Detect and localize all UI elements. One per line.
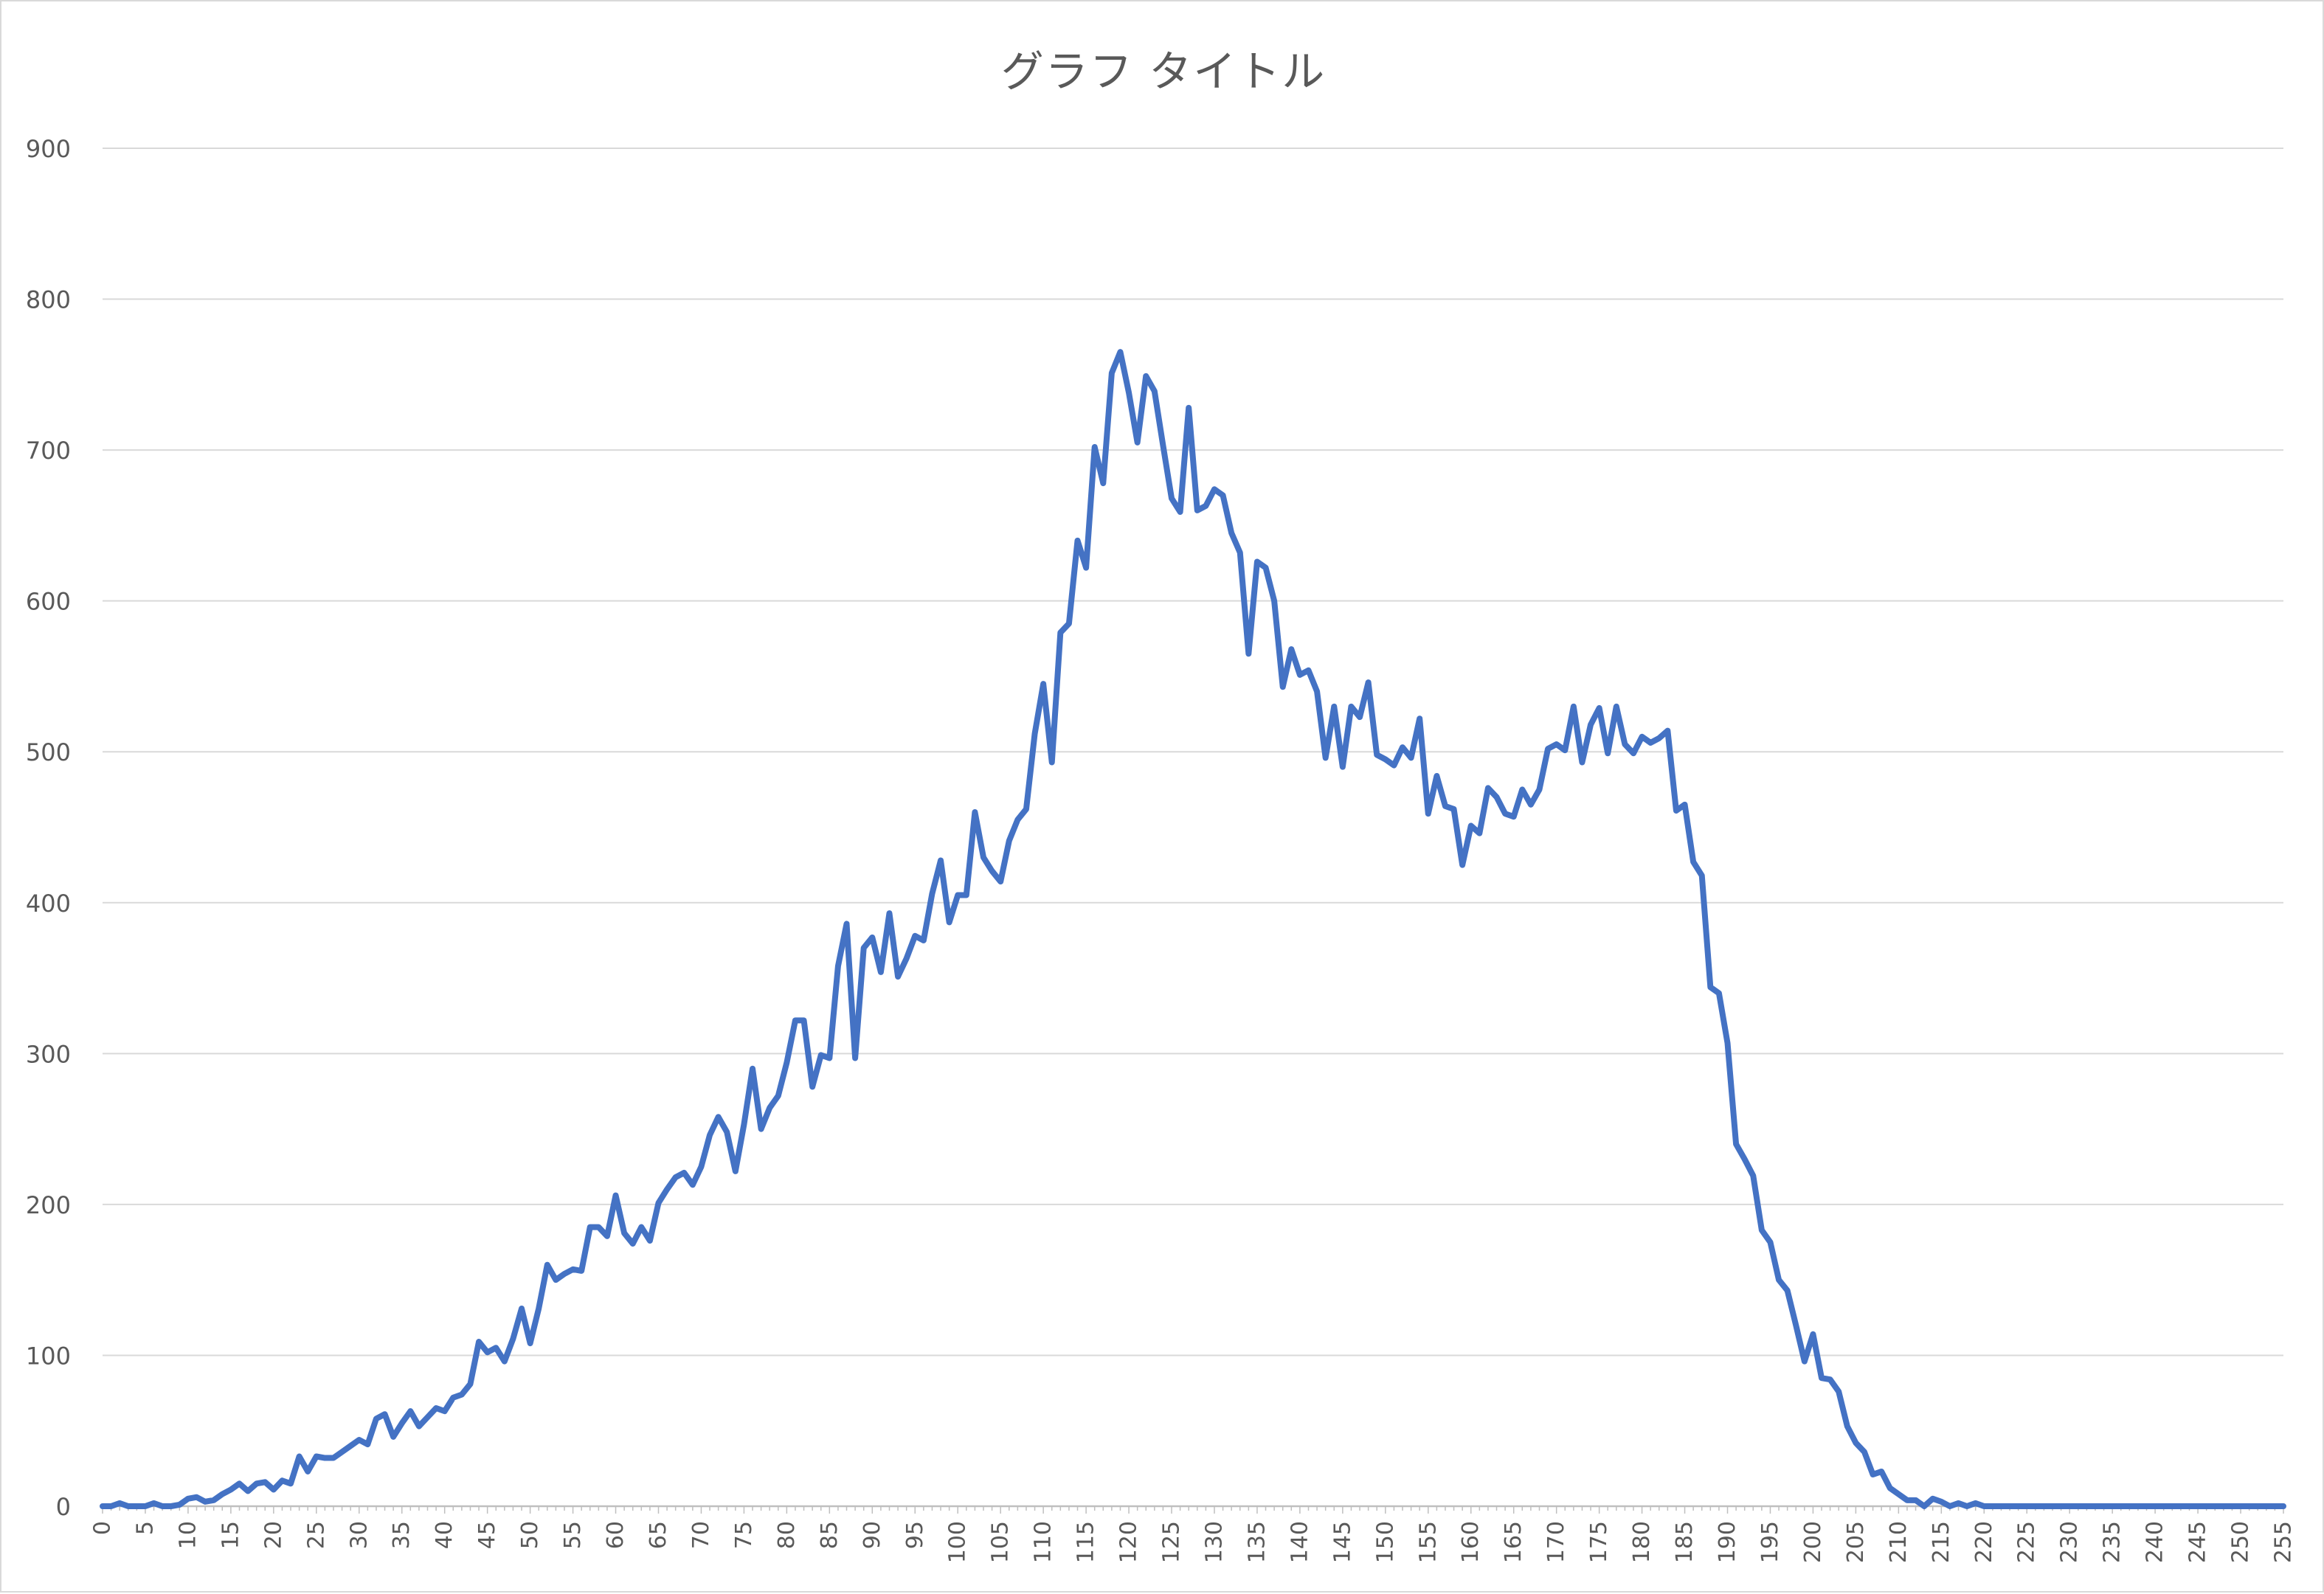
x-tick-label: 165 bbox=[1501, 1521, 1526, 1563]
x-tick-label: 245 bbox=[2185, 1521, 2211, 1563]
x-tick-label: 35 bbox=[389, 1521, 415, 1549]
x-tick-label: 15 bbox=[218, 1521, 243, 1549]
x-tick-label: 220 bbox=[1971, 1521, 1997, 1563]
x-tick-label: 60 bbox=[603, 1521, 629, 1549]
gridlines bbox=[103, 148, 2283, 1508]
x-tick-label: 5 bbox=[132, 1521, 158, 1535]
x-tick-label: 230 bbox=[2057, 1521, 2083, 1563]
series-layer bbox=[100, 349, 2286, 1509]
y-tick-label: 600 bbox=[26, 588, 71, 616]
y-tick-label: 800 bbox=[26, 286, 71, 314]
x-tick-label: 125 bbox=[1159, 1521, 1185, 1563]
y-tick-label: 900 bbox=[26, 135, 71, 163]
x-tick-label: 130 bbox=[1201, 1521, 1227, 1563]
x-tick-label: 140 bbox=[1287, 1521, 1313, 1563]
y-tick-label: 400 bbox=[26, 890, 71, 918]
x-tick-label: 20 bbox=[260, 1521, 286, 1549]
x-tick-label: 180 bbox=[1629, 1521, 1655, 1563]
x-tick-label: 150 bbox=[1372, 1521, 1398, 1563]
x-tick-label: 105 bbox=[988, 1521, 1014, 1563]
x-tick-label: 120 bbox=[1116, 1521, 1142, 1563]
x-tick-label: 235 bbox=[2100, 1521, 2126, 1563]
x-tick-label: 215 bbox=[1929, 1521, 1954, 1563]
y-tick-label: 0 bbox=[56, 1493, 71, 1521]
y-axis-ticks: 0 100 200 300 400 500 600 700 800 900 bbox=[26, 135, 71, 1521]
chart-title: グラフ タイトル bbox=[1000, 46, 1327, 97]
x-tick-label: 200 bbox=[1800, 1521, 1826, 1563]
x-tick-label: 45 bbox=[474, 1521, 500, 1549]
x-tick-label: 160 bbox=[1458, 1521, 1484, 1563]
x-tick-label: 10 bbox=[175, 1521, 201, 1549]
x-tick-label: 90 bbox=[860, 1521, 885, 1549]
x-tick-label: 190 bbox=[1715, 1521, 1740, 1563]
y-tick-label: 500 bbox=[26, 738, 71, 766]
x-tick-label: 25 bbox=[303, 1521, 329, 1549]
x-tick-label: 40 bbox=[432, 1521, 457, 1549]
x-tick-label: 240 bbox=[2143, 1521, 2168, 1563]
x-tick-label: 170 bbox=[1543, 1521, 1569, 1563]
x-tick-label: 145 bbox=[1329, 1521, 1355, 1563]
x-tick-label: 55 bbox=[560, 1521, 586, 1549]
x-tick-label: 255 bbox=[2271, 1521, 2297, 1563]
x-tick-label: 95 bbox=[902, 1521, 928, 1549]
y-tick-label: 700 bbox=[26, 437, 71, 465]
x-tick-label: 205 bbox=[1843, 1521, 1869, 1563]
x-tick-label: 65 bbox=[646, 1521, 671, 1549]
x-tick-label: 175 bbox=[1586, 1521, 1612, 1563]
y-tick-label: 100 bbox=[26, 1342, 71, 1370]
x-tick-label: 50 bbox=[517, 1521, 543, 1549]
x-tick-label: 135 bbox=[1244, 1521, 1270, 1563]
x-tick-label: 80 bbox=[774, 1521, 800, 1549]
x-axis-ticks: 0 5 10 15 20 25 30 35 40 45 50 55 60 65 70 75 80 85 90 95 10… bbox=[90, 1506, 2297, 1563]
x-tick-label: 225 bbox=[2014, 1521, 2040, 1563]
x-tick-label: 70 bbox=[688, 1521, 714, 1549]
x-tick-label: 0 bbox=[90, 1521, 116, 1535]
x-tick-label: 185 bbox=[1672, 1521, 1698, 1563]
y-tick-label: 300 bbox=[26, 1040, 71, 1068]
x-tick-label: 100 bbox=[945, 1521, 971, 1563]
x-tick-label: 250 bbox=[2228, 1521, 2254, 1563]
x-tick-label: 30 bbox=[346, 1521, 372, 1549]
x-tick-label: 210 bbox=[1886, 1521, 1912, 1563]
x-tick-label: 85 bbox=[817, 1521, 843, 1549]
y-tick-label: 200 bbox=[26, 1191, 71, 1219]
x-tick-label: 75 bbox=[731, 1521, 757, 1549]
x-tick-label: 195 bbox=[1757, 1521, 1783, 1563]
series-line-0 bbox=[100, 349, 2286, 1509]
x-tick-label: 115 bbox=[1073, 1521, 1099, 1563]
x-tick-label: 110 bbox=[1031, 1521, 1056, 1563]
x-tick-label: 155 bbox=[1415, 1521, 1441, 1563]
